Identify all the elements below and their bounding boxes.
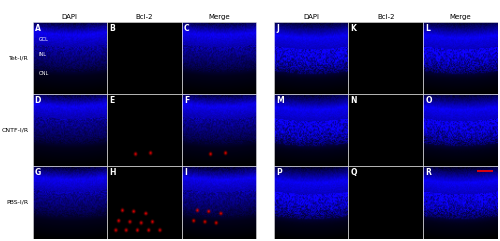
Text: D: D bbox=[34, 96, 41, 105]
Text: L: L bbox=[425, 24, 430, 33]
Text: Merge: Merge bbox=[450, 14, 471, 20]
Text: C: C bbox=[184, 24, 190, 33]
Text: I: I bbox=[184, 168, 187, 177]
Text: PBS-I/R: PBS-I/R bbox=[6, 200, 29, 205]
Text: H: H bbox=[110, 168, 116, 177]
Text: O: O bbox=[425, 96, 432, 105]
Text: Bcl-2: Bcl-2 bbox=[136, 14, 153, 20]
Text: A: A bbox=[34, 24, 40, 33]
Text: ONL: ONL bbox=[38, 71, 48, 76]
Text: K: K bbox=[350, 24, 356, 33]
Text: DAPI: DAPI bbox=[62, 14, 78, 20]
Text: P: P bbox=[276, 168, 281, 177]
Text: Bcl-2: Bcl-2 bbox=[377, 14, 394, 20]
Text: R: R bbox=[425, 168, 431, 177]
Text: M: M bbox=[276, 96, 283, 105]
Text: J: J bbox=[276, 24, 279, 33]
Text: B: B bbox=[110, 24, 115, 33]
Text: Q: Q bbox=[350, 168, 357, 177]
Text: GCL: GCL bbox=[38, 37, 48, 41]
Text: Merge: Merge bbox=[208, 14, 230, 20]
Text: E: E bbox=[110, 96, 114, 105]
Text: CNTF-I/R: CNTF-I/R bbox=[2, 128, 28, 133]
Text: G: G bbox=[34, 168, 41, 177]
Text: INL: INL bbox=[38, 53, 46, 57]
Text: DAPI: DAPI bbox=[303, 14, 319, 20]
Text: F: F bbox=[184, 96, 189, 105]
Text: Tet-I/R: Tet-I/R bbox=[9, 55, 29, 60]
Text: N: N bbox=[350, 96, 357, 105]
